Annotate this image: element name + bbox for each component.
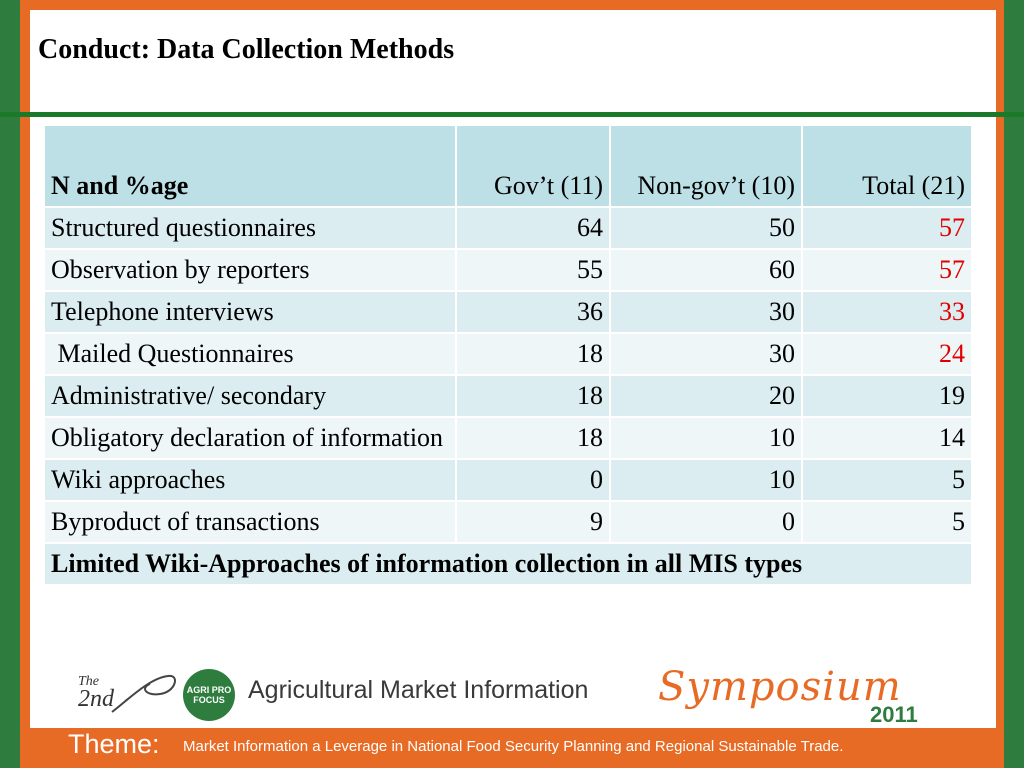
header-nongov: Non-gov’t (10) bbox=[609, 124, 803, 208]
the-2nd-mark: The 2nd bbox=[78, 674, 114, 713]
header-label: N and %age bbox=[43, 124, 457, 208]
gov-value: 18 bbox=[455, 332, 611, 376]
row-label: Wiki approaches bbox=[43, 458, 457, 502]
gov-value: 18 bbox=[455, 374, 611, 418]
row-label: Observation by reporters bbox=[43, 248, 457, 292]
data-table: N and %age Gov’t (11) Non-gov’t (10) Tot… bbox=[43, 124, 973, 586]
table-row: Administrative/ secondary 18 20 19 bbox=[43, 374, 973, 418]
row-label: Mailed Questionnaires bbox=[43, 332, 457, 376]
title-divider bbox=[0, 112, 1024, 117]
table-row: Mailed Questionnaires 18 30 24 bbox=[43, 332, 973, 376]
table-note-row: Limited Wiki-Approaches of information c… bbox=[43, 542, 973, 586]
left-green-border bbox=[0, 0, 20, 768]
nongov-value: 10 bbox=[609, 458, 803, 502]
nongov-value: 50 bbox=[609, 206, 803, 250]
nongov-value: 30 bbox=[609, 332, 803, 376]
swirl-icon bbox=[111, 674, 176, 713]
gov-value: 36 bbox=[455, 290, 611, 334]
theme-text: Market Information a Leverage in Nationa… bbox=[183, 738, 844, 755]
nongov-value: 20 bbox=[609, 374, 803, 418]
nongov-value: 10 bbox=[609, 416, 803, 460]
nongov-value: 0 bbox=[609, 500, 803, 544]
table-row: Wiki approaches 0 10 5 bbox=[43, 458, 973, 502]
symposium-title: Symposium bbox=[658, 664, 902, 710]
row-label: Structured questionnaires bbox=[43, 206, 457, 250]
nongov-value: 30 bbox=[609, 290, 803, 334]
table-note: Limited Wiki-Approaches of information c… bbox=[43, 542, 973, 586]
row-label: Obligatory declaration of information bbox=[43, 416, 457, 460]
total-value: 57 bbox=[801, 248, 973, 292]
total-value: 14 bbox=[801, 416, 973, 460]
right-green-border bbox=[1004, 0, 1024, 768]
gov-value: 9 bbox=[455, 500, 611, 544]
header-total: Total (21) bbox=[801, 124, 973, 208]
slide-title: Conduct: Data Collection Methods bbox=[38, 34, 455, 65]
agri-pro-focus-logo: AGRI PRO FOCUS bbox=[183, 669, 235, 721]
gov-value: 64 bbox=[455, 206, 611, 250]
row-label: Administrative/ secondary bbox=[43, 374, 457, 418]
table-row: Observation by reporters 55 60 57 bbox=[43, 248, 973, 292]
the-text: The bbox=[78, 674, 99, 689]
theme-label: Theme: bbox=[68, 729, 160, 759]
table-row: Telephone interviews 36 30 33 bbox=[43, 290, 973, 334]
table-header-row: N and %age Gov’t (11) Non-gov’t (10) Tot… bbox=[43, 124, 973, 208]
total-value: 19 bbox=[801, 374, 973, 418]
total-value: 24 bbox=[801, 332, 973, 376]
event-name: Agricultural Market Information bbox=[248, 676, 589, 704]
total-value: 5 bbox=[801, 500, 973, 544]
gov-value: 18 bbox=[455, 416, 611, 460]
table-row: Byproduct of transactions 9 0 5 bbox=[43, 500, 973, 544]
nd-text: 2nd bbox=[78, 686, 114, 712]
table-row: Structured questionnaires 64 50 57 bbox=[43, 206, 973, 250]
nongov-value: 60 bbox=[609, 248, 803, 292]
event-year: 2011 bbox=[870, 702, 918, 727]
table-row: Obligatory declaration of information 18… bbox=[43, 416, 973, 460]
header-gov: Gov’t (11) bbox=[455, 124, 611, 208]
total-value: 5 bbox=[801, 458, 973, 502]
gov-value: 55 bbox=[455, 248, 611, 292]
row-label: Telephone interviews bbox=[43, 290, 457, 334]
table-body: Structured questionnaires 64 50 57 Obser… bbox=[43, 206, 973, 586]
row-label: Byproduct of transactions bbox=[43, 500, 457, 544]
gov-value: 0 bbox=[455, 458, 611, 502]
total-value: 57 bbox=[801, 206, 973, 250]
total-value: 33 bbox=[801, 290, 973, 334]
